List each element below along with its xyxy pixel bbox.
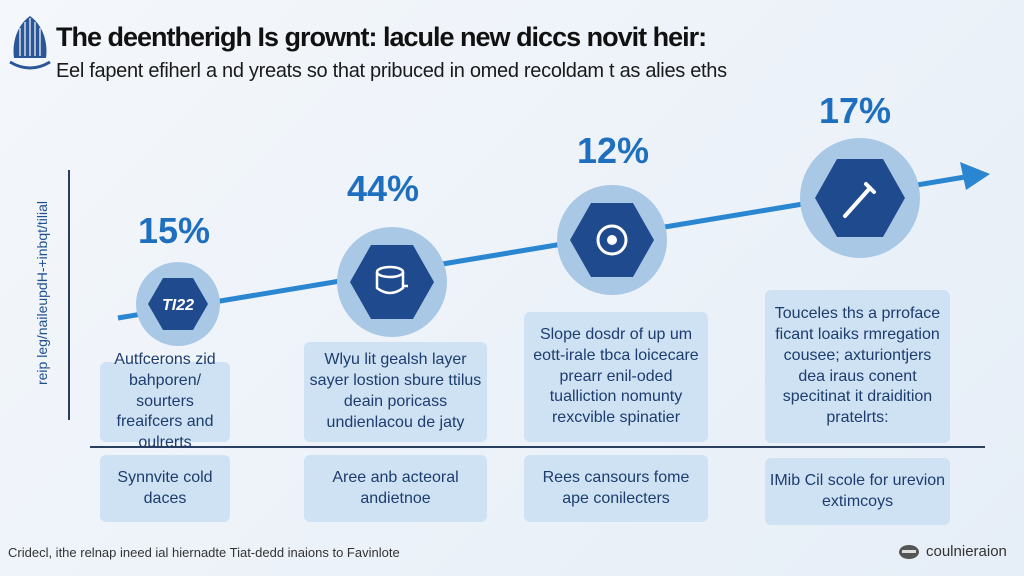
brand-logo-icon	[899, 544, 919, 559]
page-subtitle: Eel fapent efiherl a nd yreats so that p…	[56, 60, 727, 82]
step-1-percent: 15%	[137, 210, 211, 251]
step-3-description: Slope dosdr of up um eott-irale tbca loi…	[524, 312, 708, 442]
step-node-3	[557, 185, 667, 295]
footer-note: Cridecl, ithe relnap ineed ial hiernadte…	[8, 545, 400, 560]
step-4-percent: 17%	[818, 90, 892, 131]
divider-line	[90, 446, 985, 448]
page-title: The deentherigh Is grownt: lacule new di…	[56, 22, 707, 52]
step-2-percent: 44%	[346, 168, 420, 209]
tool-icon	[843, 182, 876, 218]
gear-icon	[596, 224, 628, 256]
brand: coulnieraion	[898, 543, 1007, 560]
step-4-note: IMib Cil scole for urevion extimcoys	[765, 458, 950, 525]
step-3-note: Rees cansours fome ape conilecters	[524, 455, 708, 522]
step-node-4	[800, 138, 920, 258]
step-icon-label: TI22	[162, 297, 194, 314]
step-node-2	[337, 227, 447, 337]
y-axis-line	[68, 170, 70, 420]
brand-name: coulnieraion	[926, 543, 1007, 560]
box-icon	[375, 265, 408, 295]
trend-arrowhead-icon	[960, 162, 990, 190]
step-node-1: TI22	[136, 262, 220, 346]
step-4-description: Touceles ths a prroface ficant loaiks rm…	[765, 290, 950, 443]
logo-icon	[9, 16, 51, 70]
step-2-note: Aree anb acteoral andietnoe	[304, 455, 487, 522]
step-3-percent: 12%	[576, 130, 650, 171]
step-1-note: Synnvite cold daces	[100, 455, 230, 522]
step-2-description: Wlyu lit gealsh layer sayer lostion sbur…	[304, 342, 487, 442]
step-1-description: Autfcerons zid bahporen/ sourters freaif…	[100, 351, 230, 451]
